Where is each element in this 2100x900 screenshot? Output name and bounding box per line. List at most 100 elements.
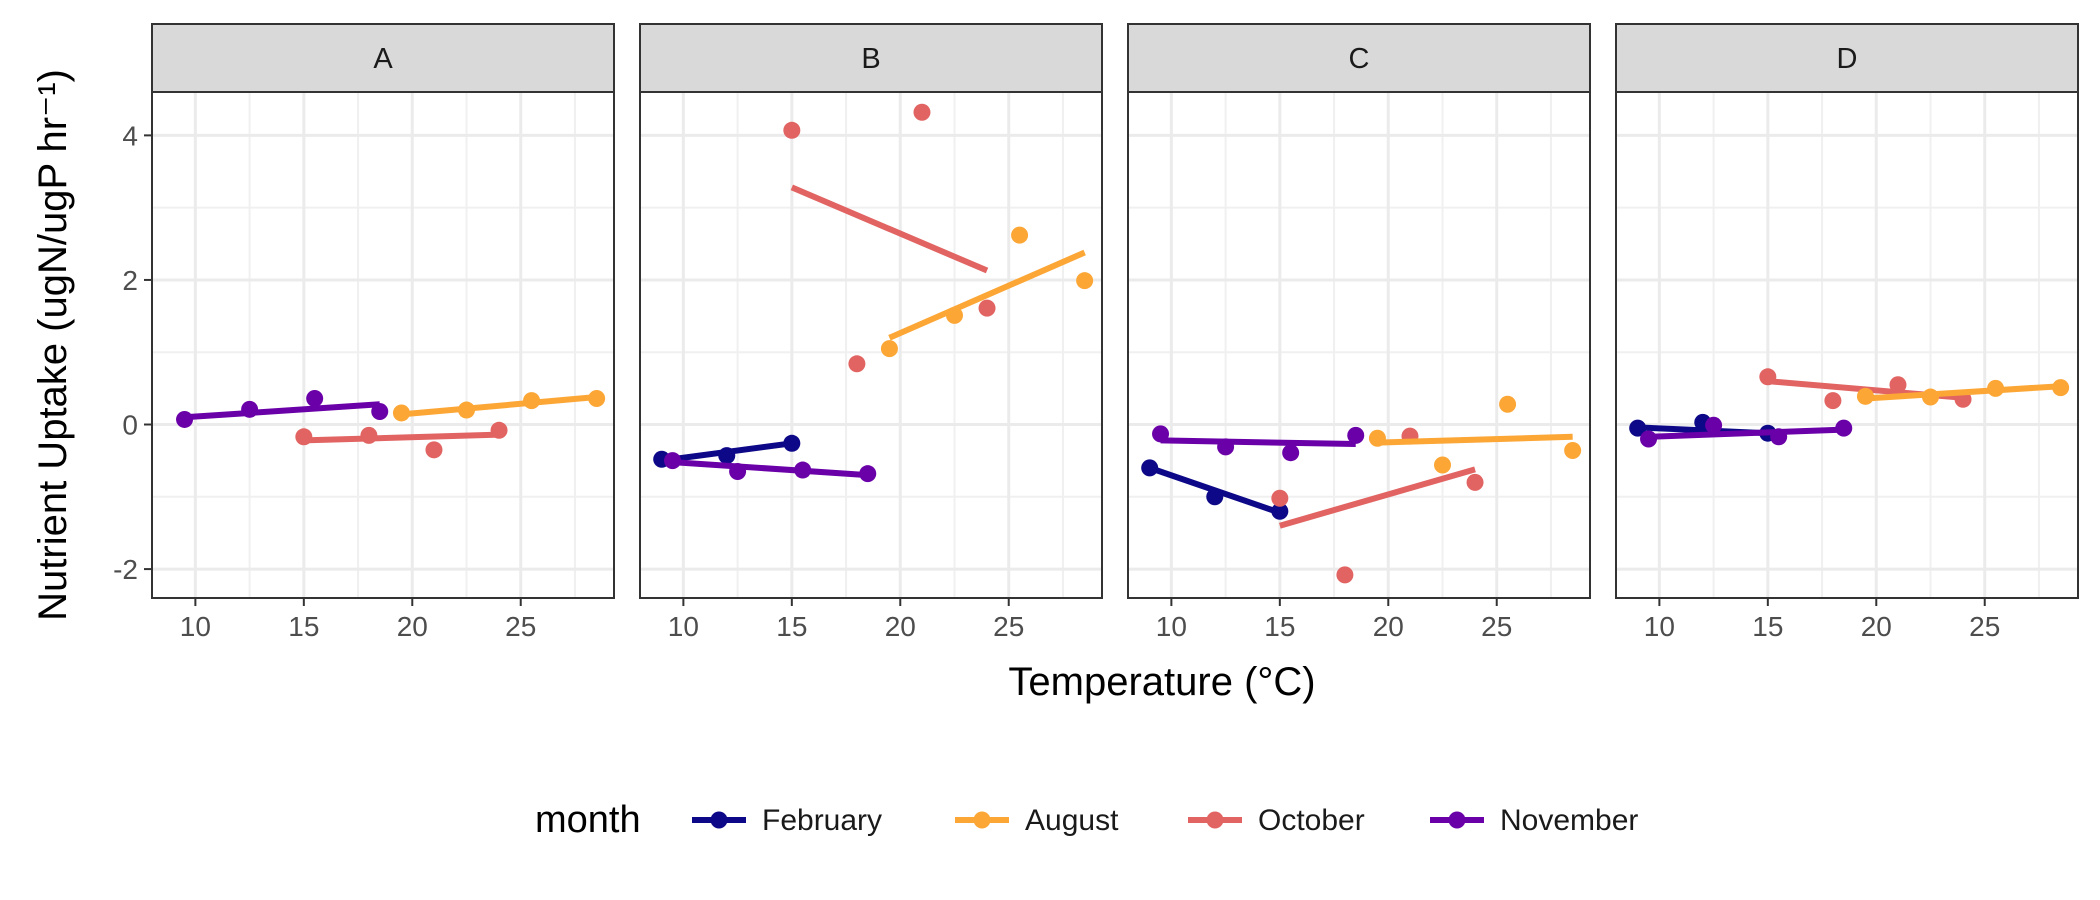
y-axis-title: Nutrient Uptake (ugN/ugP hr⁻¹) <box>31 69 75 621</box>
legend-item-february: February <box>692 804 882 837</box>
x-tick-label: 25 <box>993 611 1024 642</box>
trend-line <box>184 401 380 421</box>
data-point <box>1564 442 1582 460</box>
legend-label: October <box>1258 804 1365 837</box>
panel-border <box>1615 91 2079 599</box>
panel-background <box>152 92 614 598</box>
panel-border <box>151 91 615 599</box>
data-point <box>729 463 747 480</box>
data-point <box>1336 566 1354 584</box>
data-point <box>1347 426 1365 444</box>
data-point <box>978 299 996 317</box>
x-tick-label: 10 <box>668 611 699 642</box>
series-august <box>392 389 606 422</box>
data-point <box>295 428 313 446</box>
data-point <box>306 389 324 407</box>
trend-line <box>1160 437 1356 448</box>
data-point <box>1206 488 1224 506</box>
y-tick-label: -2 <box>113 554 138 585</box>
data-point <box>1076 272 1094 290</box>
data-point <box>848 355 866 373</box>
data-point <box>1368 429 1386 447</box>
facet-panel-b: B 10 15 20 25 <box>639 23 1103 642</box>
data-point <box>1889 376 1907 394</box>
legend-item-november: November <box>1430 804 1638 837</box>
data-point <box>1922 388 1940 406</box>
trend-line <box>790 184 989 274</box>
data-point <box>913 103 931 121</box>
trend-line <box>303 431 500 444</box>
data-point <box>1011 226 1029 244</box>
data-point <box>523 392 541 410</box>
trend-line <box>1648 426 1844 440</box>
data-point <box>946 306 964 324</box>
data-point <box>2052 379 2070 397</box>
trend-line <box>1377 433 1573 446</box>
data-point <box>783 434 801 452</box>
x-tick-label: 10 <box>180 611 211 642</box>
series-august <box>880 226 1094 358</box>
legend-item-october: October <box>1188 804 1365 837</box>
x-tick-label: 25 <box>505 611 536 642</box>
series-november <box>664 452 877 483</box>
x-tick-label: 10 <box>1644 611 1675 642</box>
data-point <box>1770 428 1788 446</box>
x-axis-title: Temperature (°C) <box>1008 660 1315 704</box>
data-point <box>1271 502 1289 520</box>
panel-border <box>639 91 1103 599</box>
series-february <box>653 434 801 468</box>
facet-strip <box>1127 23 1591 93</box>
legend-title: month <box>535 799 641 841</box>
series-august <box>1368 395 1582 474</box>
data-point <box>859 465 877 483</box>
data-point <box>371 403 389 421</box>
data-point <box>794 461 812 479</box>
legend-item-august: August <box>955 804 1119 837</box>
x-tick-label: 10 <box>1156 611 1187 642</box>
trend-line <box>888 249 1086 341</box>
series-october <box>1271 427 1484 584</box>
facet-strip <box>1615 23 2079 93</box>
series-february <box>1141 459 1289 520</box>
data-point <box>1434 456 1452 474</box>
x-tick-label: 20 <box>1373 611 1404 642</box>
data-point <box>176 410 194 428</box>
data-point <box>1705 416 1723 434</box>
facet-strip <box>639 23 1103 93</box>
trend-line <box>1865 383 2061 402</box>
facet-strip-label: C <box>1349 43 1370 75</box>
data-point <box>1499 395 1517 413</box>
x-tick-label: 25 <box>1969 611 2000 642</box>
data-point <box>588 389 606 407</box>
facet-strip-label: A <box>373 43 393 75</box>
data-point <box>1824 392 1842 410</box>
panel-background <box>1616 92 2078 598</box>
x-tick-label: 20 <box>397 611 428 642</box>
data-point <box>664 452 682 470</box>
facet-panel-d: D 10 15 20 25 <box>1615 23 2079 642</box>
data-point <box>360 426 378 444</box>
facet-strip <box>151 23 615 93</box>
series-october <box>295 421 508 459</box>
data-point <box>425 441 443 459</box>
legend-key-point <box>1206 811 1224 829</box>
x-tick-label: 15 <box>1264 611 1295 642</box>
trend-line <box>401 394 597 418</box>
data-point <box>1152 425 1170 443</box>
series-november <box>176 389 389 428</box>
legend-label: August <box>1025 804 1119 837</box>
y-axis: -2 0 2 4 <box>113 120 152 585</box>
y-tick-label: 0 <box>122 410 138 441</box>
x-tick-label: 25 <box>1481 611 1512 642</box>
data-point <box>783 121 801 139</box>
x-tick-label: 15 <box>776 611 807 642</box>
y-tick-label: 2 <box>122 265 138 296</box>
series-august <box>1856 379 2070 406</box>
data-point <box>880 340 898 358</box>
series-november <box>1152 425 1365 462</box>
data-point <box>1759 368 1777 386</box>
x-tick-label: 20 <box>885 611 916 642</box>
x-tick-label: 20 <box>1861 611 1892 642</box>
facet-strip-label: B <box>861 43 880 75</box>
